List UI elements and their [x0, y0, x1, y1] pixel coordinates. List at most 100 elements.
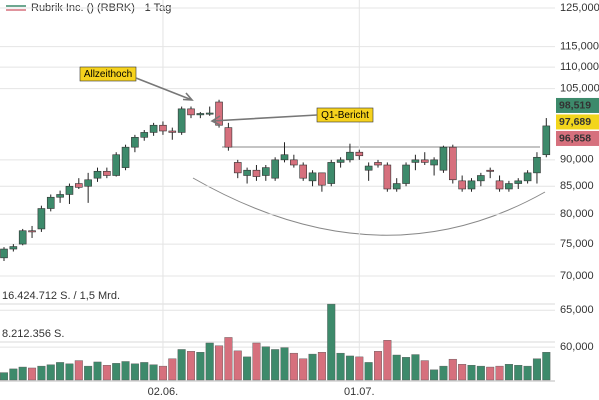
volume-bar — [383, 340, 392, 381]
volume-bar — [532, 358, 541, 381]
volume-bar — [0, 372, 8, 381]
candle-body — [346, 151, 354, 161]
candle-body — [477, 175, 485, 182]
volume-bar — [37, 365, 46, 381]
volume-bar — [252, 342, 261, 381]
volume-bar — [476, 365, 485, 381]
price-label: 98,519 — [559, 100, 591, 112]
volume-bar — [65, 363, 74, 381]
volume-bar — [317, 352, 326, 381]
candle-body — [131, 136, 139, 148]
candle-body — [411, 159, 420, 163]
volume-bar — [243, 356, 252, 381]
price-label-box — [556, 97, 599, 113]
volume-bar — [327, 303, 336, 381]
annotations: Allzeithoch Q1-Bericht — [79, 66, 374, 126]
candle-body — [467, 180, 476, 190]
candle-body — [28, 230, 36, 233]
volume-bar — [504, 364, 513, 381]
volume-bar — [355, 356, 364, 381]
candle-body — [93, 170, 102, 179]
annotation: Q1-Bericht — [321, 110, 369, 121]
volume-bar — [439, 365, 448, 381]
volume-bar — [336, 352, 345, 381]
candle-body — [233, 162, 242, 174]
volume-bar — [28, 367, 37, 381]
y-tick-label: 110,000 — [560, 61, 599, 73]
candle-body — [159, 124, 167, 132]
candle-body — [168, 130, 177, 133]
volume-bar — [74, 360, 83, 381]
price-label-box — [556, 114, 599, 130]
volume-bar — [364, 362, 373, 381]
candle-body — [308, 172, 317, 182]
volume-bar — [84, 365, 93, 381]
volume-bar — [261, 346, 270, 381]
arrow — [210, 114, 318, 126]
volume-bar — [402, 357, 411, 381]
volume-tick-label: 16.424.712 S. / 1,5 Mrd. — [2, 290, 120, 302]
y-tick-label: 85,000 — [560, 180, 594, 192]
candle-body — [336, 159, 345, 163]
candle-body — [121, 146, 130, 168]
volume-bar — [93, 361, 102, 381]
candle-body — [75, 183, 83, 188]
y-tick-label: 90,000 — [560, 154, 594, 166]
annotation-box — [79, 66, 137, 82]
volume-bar — [420, 360, 429, 381]
candle-body — [112, 154, 120, 176]
candle-body — [187, 108, 195, 116]
candle-body — [65, 185, 74, 195]
candle-body — [290, 159, 298, 166]
candle-body — [448, 146, 457, 181]
cup-arc — [192, 177, 546, 236]
candle-body — [56, 194, 64, 198]
candle-body — [196, 113, 205, 116]
volume-bar — [289, 352, 298, 381]
price-label: 97,689 — [559, 116, 591, 128]
volume-bar — [56, 362, 65, 381]
volume-bar — [46, 364, 55, 381]
volume-bar — [374, 351, 383, 381]
candle-body — [46, 196, 55, 209]
volume-bar — [448, 358, 457, 381]
volume-bar — [196, 352, 205, 381]
candle-body — [271, 159, 279, 179]
volume-bar — [233, 350, 242, 381]
volume-bar — [486, 366, 495, 381]
candle-body — [542, 125, 551, 156]
volume-bar — [514, 364, 523, 381]
volume-bar — [130, 363, 139, 381]
volume-bar — [299, 358, 308, 381]
candle-body — [364, 165, 373, 171]
volume-bar — [205, 342, 214, 381]
volume-bar — [140, 362, 149, 381]
candle-body — [383, 164, 392, 190]
volume-bar — [121, 361, 130, 381]
candle-body — [439, 146, 448, 171]
x-tick-label: 02.06. — [148, 386, 179, 398]
candle-body — [533, 156, 541, 174]
volume-bar — [149, 364, 158, 381]
volume-bar — [18, 366, 27, 381]
candle-body — [103, 170, 111, 176]
price-label: 96,858 — [559, 133, 591, 145]
y-tick-label: 80,000 — [560, 208, 594, 220]
volume-bar — [9, 368, 18, 381]
volume-bar — [345, 355, 354, 381]
x-tick-label: 01.07. — [344, 386, 375, 398]
candle-body — [243, 169, 251, 176]
candle-body — [514, 180, 523, 184]
volume-bar — [308, 353, 317, 381]
volume-bar — [271, 349, 280, 381]
volume-bar — [542, 352, 551, 381]
y-tick-label: 75,000 — [560, 238, 594, 250]
candle-body — [261, 167, 270, 176]
candle-body — [37, 208, 46, 230]
volume-bar — [280, 347, 289, 381]
volume-bar — [495, 365, 504, 381]
volume-bar — [392, 354, 401, 381]
candle-body — [177, 108, 186, 133]
volume-bar — [168, 358, 177, 381]
